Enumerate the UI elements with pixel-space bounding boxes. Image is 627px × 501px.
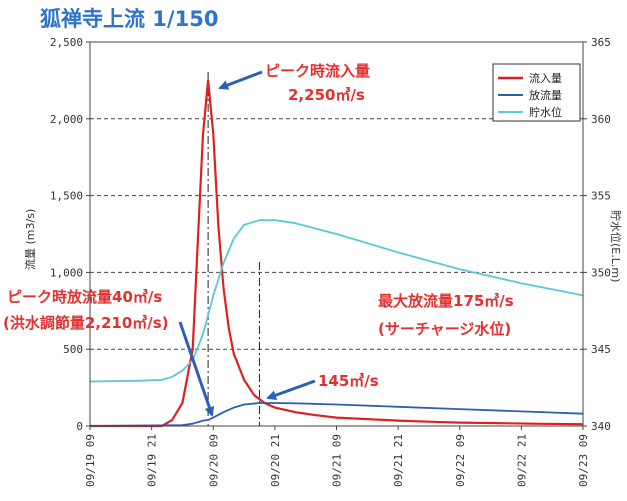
x-tick-label-1: 09/19 21 — [146, 434, 159, 487]
x-axis-ticks: 09/19 09 09/19 21 09/20 09 09/20 21 09/21 09… — [84, 426, 590, 487]
x-tick-label-6: 09/22 09 — [454, 434, 467, 487]
left-axis-label: 流量 (m3/s) — [23, 209, 37, 270]
left-tick-label-2: 1,000 — [50, 266, 83, 279]
chart-title: 狐禅寺上流 1/150 — [40, 7, 218, 31]
series-lines — [89, 79, 584, 428]
right-tick-label-2: 350 — [591, 266, 611, 279]
annotation-peak-inflow: ピーク時流入量 — [265, 62, 370, 80]
left-tick-label-5: 2,500 — [50, 36, 83, 49]
annotation-peak-inflow-value: 2,250㎥/s — [288, 86, 365, 104]
right-axis-ticks: 340 345 350 355 360 365 — [583, 36, 611, 433]
annotation-surcharge-level: (サーチャージ水位) — [378, 320, 511, 338]
grid — [90, 118, 583, 350]
legend-label-inflow: 流入量 — [529, 71, 562, 85]
annotation-145: 145㎥/s — [318, 372, 379, 390]
x-tick-label-2: 09/20 09 — [207, 434, 220, 487]
series-line-0 — [90, 79, 584, 428]
x-tick-label-8: 09/23 09 — [577, 434, 590, 487]
x-tick-label-4: 09/21 09 — [331, 434, 344, 487]
legend: 流入量 放流量 貯水位 — [492, 63, 581, 122]
annotation-flood-control: (洪水調節量2,210㎥/s) — [3, 314, 169, 332]
arrow-peak-outflow — [178, 321, 215, 417]
x-tick-label-0: 09/19 09 — [84, 434, 97, 487]
left-tick-label-0: 0 — [76, 420, 83, 433]
left-tick-label-3: 1,500 — [50, 190, 83, 203]
legend-label-outflow: 放流量 — [529, 88, 562, 102]
right-tick-label-4: 360 — [591, 113, 611, 126]
x-tick-label-5: 09/21 21 — [392, 434, 405, 487]
left-tick-label-4: 2,000 — [50, 113, 83, 126]
series-line-1 — [89, 402, 584, 427]
arrow-peak-inflow — [218, 70, 263, 90]
right-tick-label-0: 340 — [591, 420, 611, 433]
left-tick-label-1: 500 — [63, 343, 83, 356]
right-tick-label-3: 355 — [591, 190, 611, 203]
right-tick-label-1: 345 — [591, 343, 611, 356]
annotation-peak-outflow: ピーク時放流量40㎥/s — [7, 288, 162, 306]
arrow-145 — [266, 379, 316, 400]
x-tick-label-7: 09/22 21 — [515, 434, 528, 487]
right-axis-label: 貯水位(E.L.m) — [609, 210, 623, 282]
legend-label-level: 貯水位 — [529, 105, 562, 119]
x-tick-label-3: 09/20 21 — [269, 434, 282, 487]
annotation-max-outflow: 最大放流量175㎥/s — [378, 292, 514, 310]
series-line-2 — [89, 219, 584, 383]
peak-guide-lines — [207, 72, 260, 426]
right-tick-label-5: 365 — [591, 36, 611, 49]
annotations: ピーク時流入量 2,250㎥/s ピーク時放流量40㎥/s (洪水調節量2,21… — [3, 62, 514, 417]
left-axis-ticks: 0 500 1,000 1,500 2,000 2,500 — [50, 36, 90, 433]
